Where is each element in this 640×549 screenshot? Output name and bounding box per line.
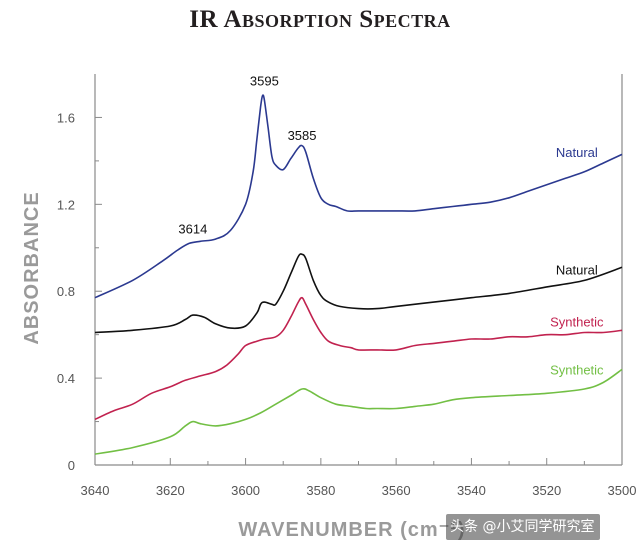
series-line-4 (94, 368, 623, 455)
peak-label-3595: 3595 (250, 74, 279, 89)
series-line-3 (94, 296, 623, 421)
x-tick-label: 3620 (156, 483, 185, 498)
x-axis-title: WAVENUMBER (cm⁻¹) (238, 519, 465, 541)
x-tick-label: 3600 (231, 483, 260, 498)
series-label-2: Natural (556, 263, 598, 278)
y-tick-label: 1.6 (57, 110, 75, 125)
series-label-3: Synthetic (550, 315, 604, 330)
plot-frame (94, 74, 623, 466)
chart-title: IR Absorption Spectra (189, 6, 451, 33)
x-tick-label: 3500 (608, 483, 637, 498)
y-tick-label: 0 (68, 458, 75, 473)
peak-label-3585: 3585 (288, 128, 317, 143)
series-label-4: Synthetic (550, 362, 604, 377)
y-axis-title: ABSORBANCE (21, 191, 43, 344)
series-lines (94, 94, 623, 455)
series-line-2 (94, 253, 623, 334)
x-tick-label: 3640 (81, 483, 110, 498)
axis-ticks: 3640 3620 3600 3580 3560 3540 3520 3500 0 0.4 0.8 1… (57, 110, 637, 498)
peak-label-3614: 3614 (178, 221, 207, 236)
series-line-1 (94, 94, 623, 299)
x-tick-label: 3560 (382, 483, 411, 498)
x-tick-label: 3580 (306, 483, 335, 498)
y-tick-label: 1.2 (57, 197, 75, 212)
x-tick-label: 3520 (532, 483, 561, 498)
y-tick-label: 0.4 (57, 371, 75, 386)
chart-labels: 3614 3595 3585 Natural Natural Synthetic Synth… (178, 74, 604, 378)
series-label-1: Natural (556, 145, 598, 160)
x-tick-label: 3540 (457, 483, 486, 498)
watermark-badge: 头条 @小艾同学研究室 (446, 514, 601, 540)
y-tick-label: 0.8 (57, 284, 75, 299)
